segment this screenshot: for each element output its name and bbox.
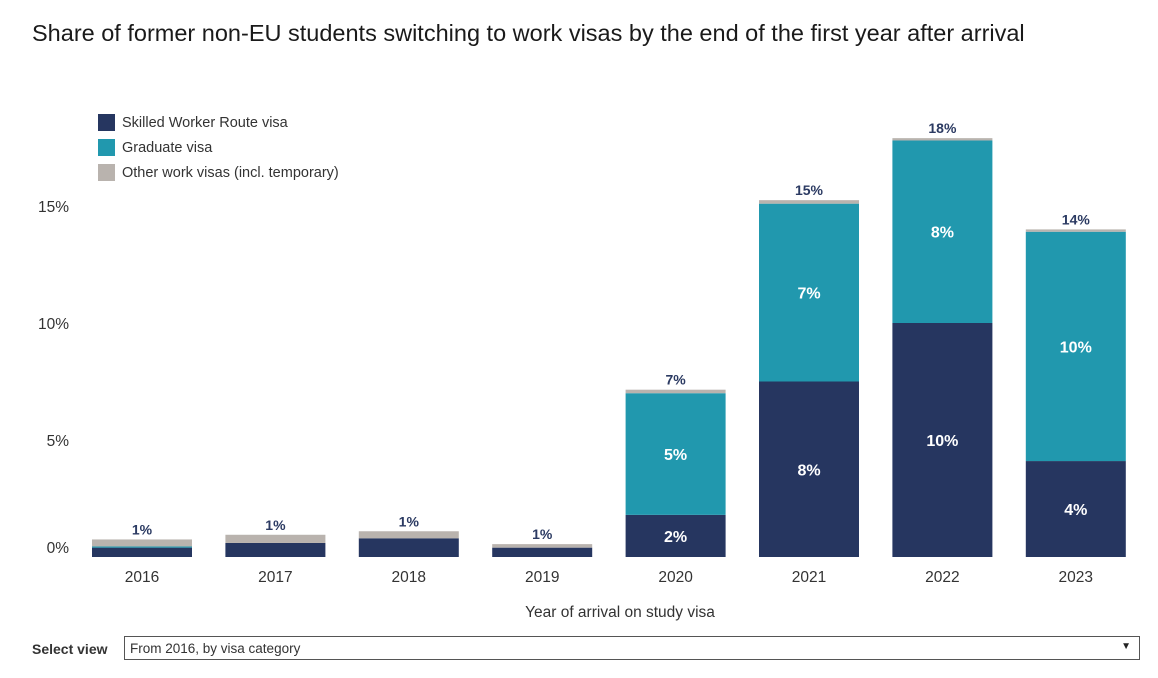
segment-value-label: 2%	[664, 529, 687, 546]
bar-segment-other-work	[92, 539, 192, 547]
bar-segment-graduate	[759, 203, 859, 382]
total-value-label: 14%	[1062, 211, 1091, 227]
x-tick-label: 2016	[125, 569, 159, 586]
x-tick-label: 2019	[525, 569, 559, 586]
legend: Skilled Worker Route visa Graduate visa Ot…	[98, 114, 339, 181]
select-view-label: Select view	[32, 641, 108, 657]
view-dropdown[interactable]: From 2016, by visa category ▼	[124, 636, 1140, 660]
segment-value-label: 7%	[797, 286, 820, 303]
x-tick-label: 2022	[925, 569, 959, 586]
bar-segment-skilled-worker	[225, 542, 326, 557]
x-tick-label: 2018	[392, 569, 426, 586]
total-value-label: 15%	[795, 182, 824, 198]
bar-segment-graduate	[892, 140, 993, 323]
legend-label: Skilled Worker Route visa	[122, 115, 289, 131]
bar-segment-skilled-worker	[358, 538, 459, 557]
y-tick-label: 15%	[38, 199, 69, 216]
bar-segment-other-work	[759, 200, 859, 204]
stacked-bar-chart: Skilled Worker Route visa Graduate visa Ot…	[38, 114, 1126, 621]
total-value-label: 1%	[399, 513, 420, 529]
total-value-label: 1%	[265, 517, 286, 533]
x-tick-label: 2023	[1059, 569, 1093, 586]
segment-value-label: 8%	[931, 225, 954, 242]
bars: 1% 1% 1% 1% 2% 5% 7% 8% 7% 15% 10% 8% 18% 4% 10% 14%	[92, 120, 1126, 557]
bar-segment-other-work	[492, 544, 593, 548]
bar-segment-graduate	[625, 393, 726, 515]
bar-segment-other-work	[358, 531, 459, 539]
legend-label: Other work visas (incl. temporary)	[122, 165, 339, 181]
bar-segment-skilled-worker	[1025, 461, 1126, 557]
bar-segment-skilled-worker	[492, 547, 593, 557]
x-axis: 2016 2017 2018 2019 2020 2021 2022 2023	[125, 569, 1093, 586]
y-tick-label: 10%	[38, 316, 69, 333]
legend-label: Graduate visa	[122, 140, 213, 156]
bar-segment-skilled-worker	[892, 323, 993, 557]
bar-segment-other-work	[1025, 229, 1126, 232]
bar-segment-skilled-worker	[759, 381, 859, 557]
total-value-label: 7%	[665, 372, 686, 388]
triangle-down-icon: ▼	[1121, 641, 1131, 652]
bar-segment-graduate	[1025, 231, 1126, 462]
y-axis: 0% 5% 10% 15%	[38, 199, 69, 557]
total-value-label: 1%	[132, 521, 153, 537]
x-tick-label: 2020	[658, 569, 693, 586]
y-tick-label: 5%	[47, 433, 70, 450]
view-dropdown-value: From 2016, by visa category	[130, 640, 301, 656]
y-tick-label: 0%	[47, 540, 70, 557]
chart-title: Share of former non-EU students switchin…	[32, 20, 1025, 46]
x-tick-label: 2017	[258, 569, 292, 586]
segment-value-label: 5%	[664, 447, 687, 464]
segment-value-label: 8%	[797, 462, 820, 479]
total-value-label: 1%	[532, 526, 553, 542]
bar-segment-skilled-worker	[625, 514, 726, 557]
view-selector: Select view From 2016, by visa category …	[32, 636, 1140, 662]
bar-segment-other-work	[892, 138, 993, 141]
segment-value-label: 4%	[1064, 502, 1087, 519]
bar-segment-graduate	[92, 546, 192, 548]
bar-segment-other-work	[225, 534, 326, 543]
segment-value-label: 10%	[926, 433, 958, 450]
legend-swatch	[98, 139, 115, 156]
bar-segment-other-work	[625, 389, 726, 394]
legend-swatch	[98, 114, 115, 131]
total-value-label: 18%	[928, 120, 957, 136]
x-axis-title: Year of arrival on study visa	[525, 604, 715, 621]
x-tick-label: 2021	[792, 569, 826, 586]
bar-segment-skilled-worker	[92, 547, 192, 557]
legend-swatch	[98, 164, 115, 181]
segment-value-label: 10%	[1060, 339, 1092, 356]
